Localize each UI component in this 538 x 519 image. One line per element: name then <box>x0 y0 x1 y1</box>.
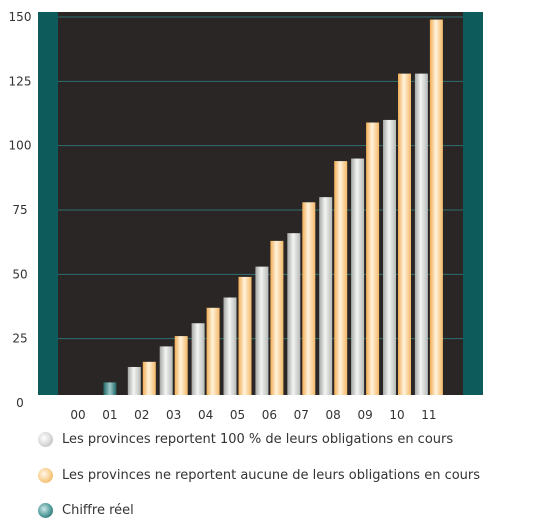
legend-item-100-percent: Les provinces reportent 100 % de leurs o… <box>38 432 453 447</box>
bar-aucune <box>174 336 188 395</box>
bar-aucune <box>270 240 284 395</box>
x-tick-label: 04 <box>198 408 213 422</box>
y-tick-label: 150 <box>9 10 32 24</box>
bar-aucune <box>429 19 443 395</box>
legend-swatch-orange <box>38 468 53 483</box>
y-tick-label: 125 <box>9 74 32 88</box>
x-tick-label: 03 <box>166 408 181 422</box>
bar-100-percent <box>319 197 333 395</box>
bar-100-percent <box>255 266 269 395</box>
legend-label: Chiffre réel <box>62 503 134 518</box>
y-tick-label: 75 <box>12 203 27 217</box>
legend-item-none: Les provinces ne reportent aucune de leu… <box>38 468 480 483</box>
bar-100-percent <box>159 346 173 395</box>
y-tick-label: 0 <box>16 396 24 410</box>
legend-label: Les provinces ne reportent aucune de leu… <box>62 468 481 483</box>
bar-aucune <box>398 73 411 395</box>
x-tick-label: 11 <box>421 408 436 422</box>
bar-aucune <box>366 122 380 396</box>
x-tick-label: 01 <box>102 408 117 422</box>
y-tick-label: 25 <box>12 332 27 346</box>
x-tick-label: 00 <box>70 408 85 422</box>
bar-100-percent <box>191 323 205 395</box>
x-tick-label: 09 <box>357 408 372 422</box>
x-tick-label: 05 <box>230 408 245 422</box>
bar-100-percent <box>287 233 301 395</box>
bar-100-percent <box>351 158 365 395</box>
bar-aucune <box>238 276 252 395</box>
bar-aucune <box>142 361 156 395</box>
bar-100-percent <box>383 119 396 395</box>
x-tick-label: 07 <box>294 408 309 422</box>
legend-swatch-grey <box>38 432 53 447</box>
bar-chart: 0 25 50 75 100 125 150 00 01 02 03 04 05 06 07 08 09 10 11 <box>9 10 483 422</box>
y-tick-label: 50 <box>12 267 27 281</box>
bar-chiffre-reel <box>103 382 117 395</box>
x-tick-label: 10 <box>389 408 404 422</box>
bar-aucune <box>302 202 316 395</box>
legend-item-actual: Chiffre réel <box>38 503 134 518</box>
y-tick-label: 100 <box>9 139 32 153</box>
bar-100-percent <box>414 73 428 395</box>
x-tick-label: 02 <box>134 408 149 422</box>
bar-aucune <box>334 161 348 395</box>
x-tick-label: 06 <box>262 408 277 422</box>
x-tick-label: 08 <box>326 408 341 422</box>
legend-swatch-teal <box>38 503 53 518</box>
bar-aucune <box>206 307 220 395</box>
bar-100-percent <box>127 366 141 395</box>
bar-100-percent <box>223 297 237 395</box>
legend-label: Les provinces reportent 100 % de leurs o… <box>62 432 454 447</box>
